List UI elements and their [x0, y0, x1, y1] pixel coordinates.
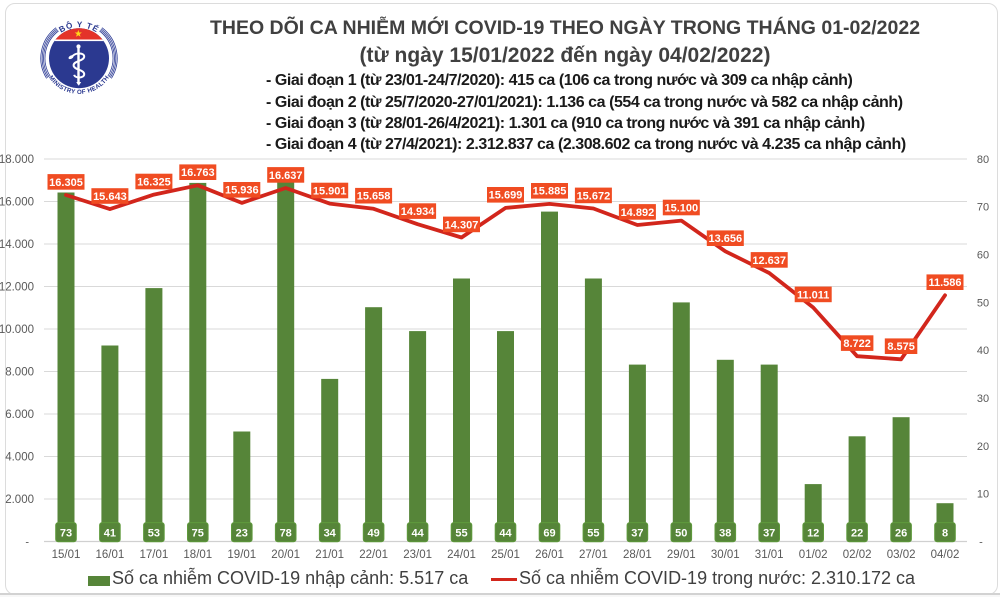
svg-text:15.699: 15.699	[489, 190, 523, 202]
svg-text:16.000: 16.000	[0, 196, 34, 208]
svg-text:31/01: 31/01	[755, 549, 784, 561]
svg-text:8.000: 8.000	[5, 366, 34, 378]
svg-text:15.100: 15.100	[664, 202, 698, 214]
svg-text:80: 80	[977, 154, 989, 166]
svg-text:-: -	[25, 536, 29, 548]
svg-text:73: 73	[60, 527, 72, 539]
svg-text:30: 30	[977, 393, 989, 405]
svg-text:50: 50	[977, 297, 989, 309]
svg-text:16.305: 16.305	[49, 177, 83, 189]
svg-text:12: 12	[807, 527, 819, 539]
svg-text:16.763: 16.763	[181, 167, 215, 179]
svg-text:14.934: 14.934	[401, 206, 436, 218]
svg-text:16.637: 16.637	[269, 170, 303, 182]
svg-text:15.885: 15.885	[533, 186, 567, 198]
svg-text:15.936: 15.936	[225, 185, 259, 197]
svg-text:8.575: 8.575	[887, 341, 915, 353]
svg-text:14.000: 14.000	[0, 239, 34, 251]
svg-text:12.000: 12.000	[0, 281, 34, 293]
svg-text:40: 40	[977, 345, 989, 357]
svg-text:26/01: 26/01	[535, 549, 564, 561]
svg-text:60: 60	[977, 250, 989, 262]
svg-text:11.011: 11.011	[797, 289, 829, 301]
svg-text:03/02: 03/02	[887, 549, 916, 561]
svg-text:30/01: 30/01	[711, 549, 740, 561]
svg-text:17/01: 17/01	[140, 549, 169, 561]
svg-text:15.672: 15.672	[577, 190, 611, 202]
svg-text:23/01: 23/01	[403, 549, 432, 561]
svg-text:49: 49	[367, 527, 379, 539]
svg-text:8: 8	[942, 527, 948, 539]
svg-text:18.000: 18.000	[0, 154, 34, 166]
svg-text:53: 53	[148, 527, 160, 539]
svg-text:19/01: 19/01	[227, 549, 256, 561]
svg-text:04/02: 04/02	[931, 549, 960, 561]
svg-text:22/01: 22/01	[359, 549, 388, 561]
svg-text:6.000: 6.000	[5, 409, 34, 421]
svg-text:10: 10	[977, 489, 989, 501]
svg-text:4.000: 4.000	[5, 451, 34, 463]
svg-text:14.307: 14.307	[445, 219, 479, 231]
svg-text:34: 34	[324, 527, 337, 539]
svg-text:25/01: 25/01	[491, 549, 520, 561]
svg-text:15/01: 15/01	[52, 549, 81, 561]
svg-text:20: 20	[977, 441, 989, 453]
svg-text:78: 78	[280, 527, 292, 539]
svg-text:13.656: 13.656	[708, 233, 742, 245]
svg-text:37: 37	[763, 527, 775, 539]
svg-text:14.892: 14.892	[621, 207, 655, 219]
svg-text:23: 23	[236, 527, 248, 539]
svg-text:69: 69	[543, 527, 555, 539]
svg-text:15.643: 15.643	[93, 191, 127, 203]
svg-text:12.637: 12.637	[752, 255, 786, 267]
svg-text:18/01: 18/01	[183, 549, 212, 561]
svg-text:20/01: 20/01	[271, 549, 300, 561]
svg-text:16.325: 16.325	[137, 176, 171, 188]
svg-text:10.000: 10.000	[0, 324, 34, 336]
svg-text:BỘ Y TẾ: BỘ Y TẾ	[57, 19, 101, 35]
svg-text:15.901: 15.901	[313, 185, 347, 197]
svg-text:24/01: 24/01	[447, 549, 476, 561]
svg-text:21/01: 21/01	[315, 549, 344, 561]
svg-text:50: 50	[675, 527, 687, 539]
svg-text:01/02: 01/02	[799, 549, 828, 561]
svg-text:55: 55	[455, 527, 467, 539]
svg-text:41: 41	[104, 527, 116, 539]
svg-text:22: 22	[851, 527, 863, 539]
svg-text:-: -	[979, 536, 983, 548]
svg-text:70: 70	[977, 202, 989, 214]
svg-text:75: 75	[192, 527, 204, 539]
svg-text:29/01: 29/01	[667, 549, 696, 561]
svg-text:27/01: 27/01	[579, 549, 608, 561]
svg-text:8.722: 8.722	[843, 338, 871, 350]
svg-text:37: 37	[631, 527, 643, 539]
svg-text:28/01: 28/01	[623, 549, 652, 561]
svg-text:44: 44	[499, 527, 512, 539]
svg-text:11.586: 11.586	[928, 277, 961, 289]
svg-text:2.000: 2.000	[5, 494, 34, 506]
svg-text:26: 26	[895, 527, 907, 539]
svg-text:38: 38	[719, 527, 731, 539]
svg-text:55: 55	[587, 527, 599, 539]
svg-text:44: 44	[411, 527, 424, 539]
svg-text:15.658: 15.658	[357, 191, 391, 203]
svg-text:16/01: 16/01	[96, 549, 125, 561]
svg-text:02/02: 02/02	[843, 549, 872, 561]
